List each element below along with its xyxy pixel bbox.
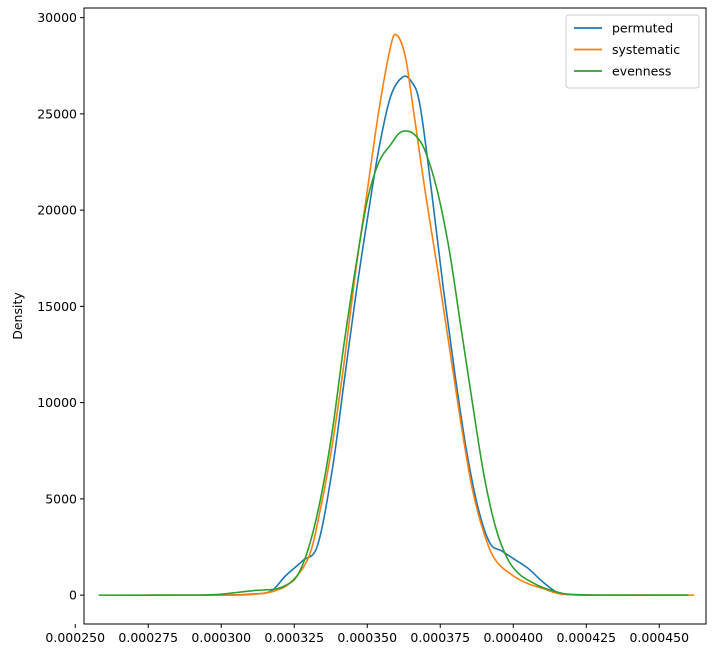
- x-axis: 0.000250 0.000275 0.000300 0.000325 0.000350…: [45, 624, 689, 645]
- y-tick-label: 0: [69, 588, 77, 603]
- plot-frame: [83, 7, 707, 625]
- x-tick-label: 0.000375: [410, 630, 470, 645]
- x-tick-label: 0.000400: [483, 630, 543, 645]
- x-tick-label: 0.000450: [629, 630, 689, 645]
- x-tick-label: 0.000325: [264, 630, 324, 645]
- y-tick-label: 15000: [37, 299, 77, 314]
- plot-lines: [98, 33, 695, 597]
- series-line-systematic: [142, 33, 695, 596]
- legend-label: systematic: [612, 42, 680, 57]
- y-tick-label: 5000: [45, 491, 77, 506]
- y-tick-label: 10000: [37, 395, 77, 410]
- legend: permuted systematic evenness: [565, 14, 700, 89]
- y-axis: 0 5000 10000 15000 20000 25000 30000: [37, 10, 84, 603]
- y-tick-label: 30000: [37, 10, 77, 25]
- legend-label: permuted: [612, 21, 673, 36]
- x-tick-label: 0.000350: [337, 630, 397, 645]
- x-tick-label: 0.000425: [556, 630, 616, 645]
- x-tick-label: 0.000275: [118, 630, 178, 645]
- series-line-permuted: [148, 75, 689, 597]
- y-tick-label: 20000: [37, 203, 77, 218]
- y-axis-label: Density: [10, 292, 25, 340]
- x-tick-label: 0.000300: [191, 630, 251, 645]
- legend-box: [565, 14, 700, 89]
- legend-label: evenness: [612, 64, 671, 79]
- x-tick-label: 0.000250: [45, 630, 105, 645]
- y-tick-label: 25000: [37, 106, 77, 121]
- series-line-evenness: [98, 130, 689, 597]
